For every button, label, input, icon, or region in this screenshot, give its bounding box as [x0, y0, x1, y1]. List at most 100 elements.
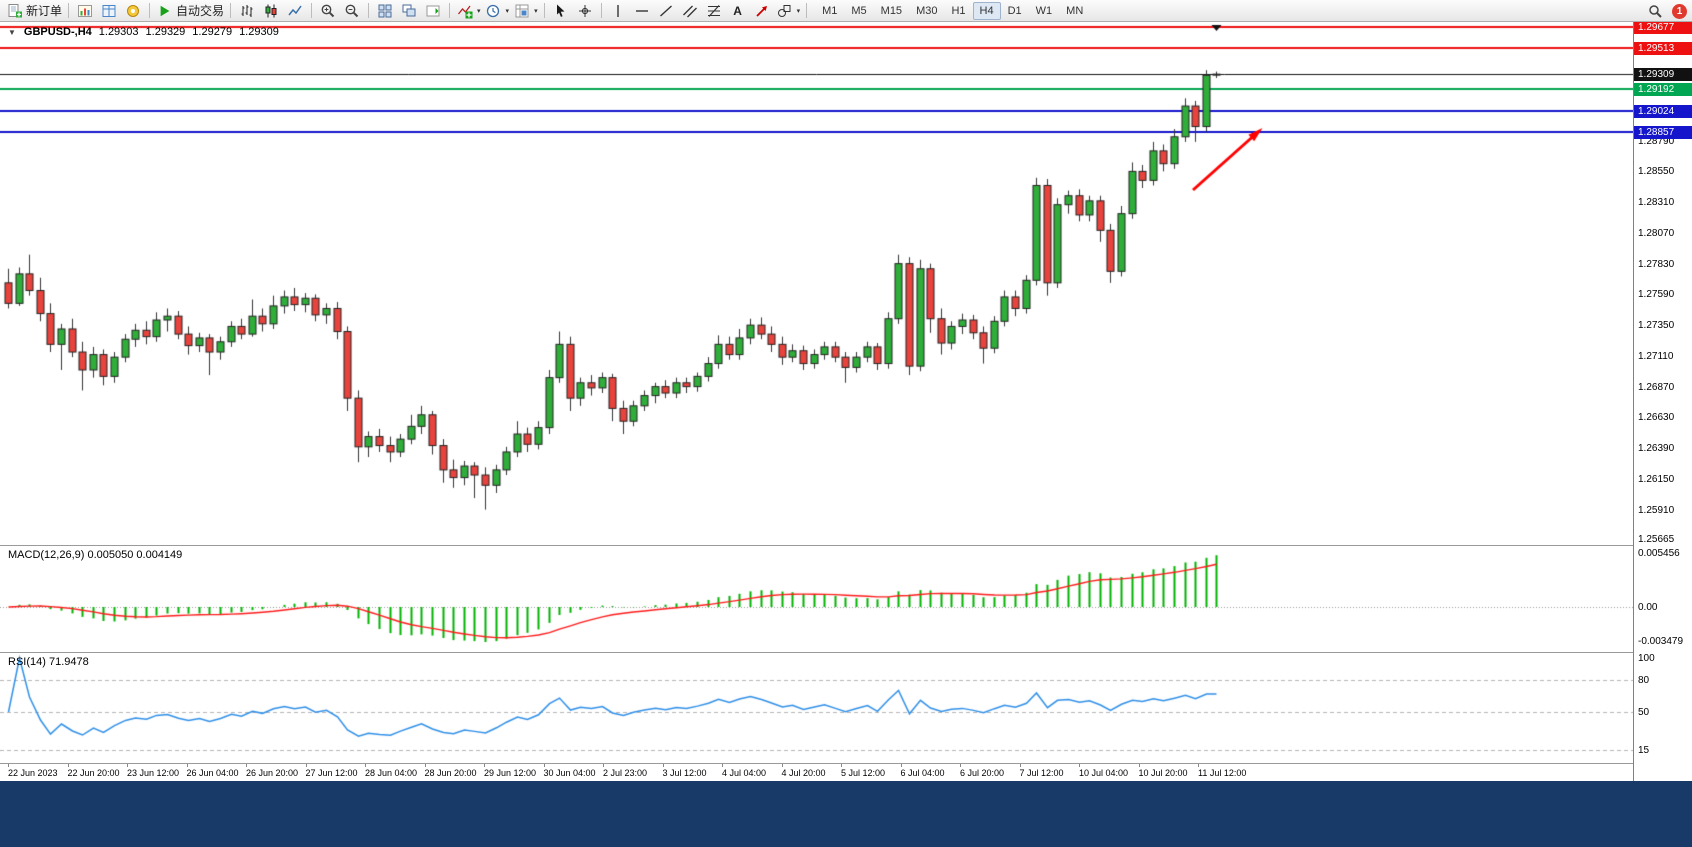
zoom-in-button[interactable]: [316, 1, 340, 21]
toolbar-separator: [368, 3, 370, 18]
indicators-button[interactable]: ▾: [454, 1, 483, 21]
price-axis-tick: 1.25910: [1638, 504, 1675, 516]
panel-separator[interactable]: [0, 652, 1692, 653]
price-axis-tick: 1.26870: [1638, 381, 1675, 393]
horizontal-line-button[interactable]: [630, 1, 654, 21]
shapes-icon: [776, 3, 793, 19]
time-axis-label: 10 Jul 20:00: [1138, 768, 1188, 778]
arrows-tool-button[interactable]: [750, 1, 774, 21]
toolbar-separator: [230, 3, 232, 18]
zoom-out-button[interactable]: [340, 1, 364, 21]
low-value: 1.29279: [192, 26, 233, 38]
time-axis-label: 5 Jul 12:00: [841, 768, 886, 778]
text-tool-button[interactable]: A: [726, 1, 750, 21]
toolbar-separator: [806, 3, 808, 18]
new-order-button[interactable]: 新订单: [4, 1, 64, 21]
timeframe-d1[interactable]: D1: [1007, 4, 1022, 17]
panel-separator[interactable]: [0, 545, 1692, 546]
time-axis-tick: [722, 764, 723, 767]
price-axis-tick: 1.26630: [1638, 412, 1675, 424]
bar-chart-icon: [239, 3, 256, 19]
zoom-out-icon: [344, 3, 361, 19]
rsi-indicator-panel[interactable]: [0, 653, 1633, 763]
shapes-tool-button[interactable]: ▾: [774, 1, 803, 21]
time-axis-label: 26 Jun 20:00: [246, 768, 299, 778]
time-axis-tick: [900, 764, 902, 767]
time-axis-label: 22 Jun 20:00: [67, 768, 120, 778]
time-axis-tick: [67, 764, 69, 767]
clock-icon: [485, 3, 502, 19]
periods-button[interactable]: ▾: [483, 1, 512, 21]
timeframe-m15[interactable]: M15: [880, 4, 903, 17]
data-window-button[interactable]: [97, 1, 121, 21]
equidistant-channel-button[interactable]: [678, 1, 702, 21]
macd-indicator-panel[interactable]: [0, 546, 1633, 652]
price-level-label-resistance-line: 1.29677: [1634, 22, 1692, 34]
panel-separator[interactable]: [0, 763, 1692, 764]
toolbar-separator: [600, 3, 602, 18]
trendline-button[interactable]: [654, 1, 678, 21]
time-axis[interactable]: 22 Jun 2023 22 Jun 20:00 23 Jun 12:00 26 Ju…: [0, 764, 1633, 781]
time-axis-tick: [1079, 764, 1080, 767]
timeframe-m5[interactable]: M5: [851, 4, 867, 17]
time-axis-tick: [1019, 764, 1021, 767]
time-axis-tick: [841, 764, 842, 767]
charts-window-button[interactable]: [73, 1, 97, 21]
time-axis-label: 26 Jun 04:00: [186, 768, 239, 778]
fibonacci-icon: [705, 3, 722, 19]
templates-button[interactable]: ▾: [511, 1, 540, 21]
candlestick-chart-button[interactable]: [259, 1, 283, 21]
search-button[interactable]: [1643, 1, 1667, 21]
timeframe-m1[interactable]: M1: [822, 4, 838, 17]
chevron-down-icon: ▾: [505, 7, 510, 15]
time-axis-label: 7 Jul 12:00: [1019, 768, 1064, 778]
price-chart[interactable]: [0, 22, 1633, 545]
vertical-line-button[interactable]: [606, 1, 630, 21]
time-axis-label: 6 Jul 20:00: [960, 768, 1005, 778]
timeframe-h4[interactable]: H4: [972, 1, 1001, 20]
autotrading-button[interactable]: 自动交易: [154, 1, 226, 21]
time-axis-tick: [543, 764, 545, 767]
toolbar: 新订单 自动交易: [0, 0, 1692, 22]
timeframe-m30[interactable]: M30: [916, 4, 938, 17]
cascade-windows-icon: [401, 3, 418, 19]
text-tool-icon: A: [733, 3, 742, 18]
timeframe-h1[interactable]: H1: [951, 4, 966, 17]
bottom-bar: [0, 781, 1692, 847]
line-chart-icon: [287, 3, 304, 19]
chart-shift-button[interactable]: [421, 1, 445, 21]
price-level-label-resistance-line: 1.29513: [1634, 42, 1692, 55]
cursor-button[interactable]: [549, 1, 573, 21]
open-value: 1.29303: [98, 26, 139, 38]
time-axis-label: 2 Jul 23:00: [603, 768, 648, 778]
timeframe-mn[interactable]: MN: [1066, 4, 1084, 17]
price-axis-tick: 1.28070: [1638, 227, 1675, 239]
crosshair-button[interactable]: [573, 1, 597, 21]
cascade-windows-button[interactable]: [397, 1, 421, 21]
templates-icon: [513, 3, 530, 19]
collapse-triangle-icon[interactable]: ▼: [8, 27, 16, 37]
fibonacci-button[interactable]: [702, 1, 726, 21]
time-axis-label: 3 Jul 12:00: [662, 768, 707, 778]
macd-label: MACD(12,26,9) 0.005050 0.004149: [8, 549, 183, 561]
price-level-label-support-line: 1.29192: [1634, 83, 1692, 97]
cursor-icon: [552, 3, 569, 19]
notification-badge[interactable]: 1: [1672, 3, 1687, 19]
price-scale[interactable]: 1.28790 1.28550 1.28310 1.28070 1.27830 1.275…: [1633, 22, 1692, 781]
rsi-axis-tick: 50: [1638, 707, 1650, 718]
price-axis-tick: 1.27830: [1638, 258, 1675, 270]
time-axis-tick: [246, 764, 247, 767]
line-chart-button[interactable]: [283, 1, 307, 21]
bar-chart-button[interactable]: [235, 1, 259, 21]
time-axis-label: 28 Jun 20:00: [424, 768, 477, 778]
timeframe-w1[interactable]: W1: [1035, 4, 1053, 17]
time-axis-tick: [8, 764, 9, 767]
community-button[interactable]: [121, 1, 145, 21]
price-level-label-support-line: 1.29024: [1634, 104, 1692, 118]
crosshair-icon: [576, 3, 593, 19]
price-level-label-current-price: 1.29309: [1634, 68, 1692, 82]
toolbar-separator: [68, 3, 70, 18]
macd-axis-min: -0.003479: [1638, 636, 1684, 647]
time-axis-tick: [603, 764, 604, 767]
tile-windows-button[interactable]: [373, 1, 397, 21]
